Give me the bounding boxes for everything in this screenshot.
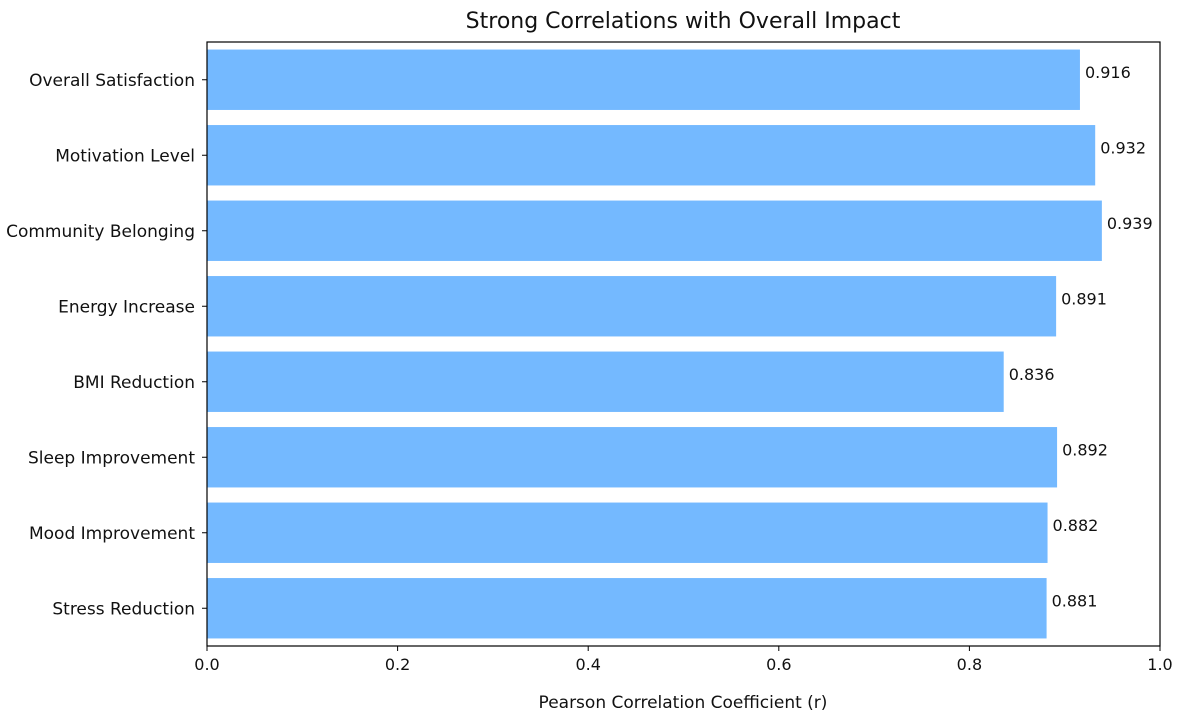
value-label: 0.836 bbox=[1009, 365, 1055, 384]
category-label: Sleep Improvement bbox=[28, 448, 195, 468]
value-label: 0.891 bbox=[1061, 289, 1107, 308]
x-tick-label: 0.6 bbox=[766, 655, 791, 674]
value-labels: 0.916 0.932 0.939 0.891 0.836 0.892 0.882 0.881 bbox=[1009, 63, 1153, 611]
x-tick-label: 1.0 bbox=[1147, 655, 1172, 674]
category-label: Stress Reduction bbox=[52, 599, 195, 619]
bar bbox=[207, 427, 1058, 488]
x-tick-label: 0.2 bbox=[385, 655, 410, 674]
value-label: 0.916 bbox=[1085, 63, 1131, 82]
bar bbox=[207, 502, 1048, 563]
category-label: Community Belonging bbox=[6, 222, 195, 242]
x-tick-label: 0.4 bbox=[575, 655, 600, 674]
plot-area-frame bbox=[206, 41, 1161, 647]
bar bbox=[207, 351, 1004, 412]
x-axis-label: Pearson Correlation Coefficient (r) bbox=[539, 693, 828, 713]
category-label: Energy Increase bbox=[58, 297, 195, 317]
value-label: 0.939 bbox=[1107, 214, 1153, 233]
value-label: 0.881 bbox=[1052, 591, 1098, 610]
value-label: 0.892 bbox=[1062, 440, 1108, 459]
bars-group bbox=[207, 49, 1102, 639]
category-label: Motivation Level bbox=[55, 146, 195, 166]
bar bbox=[207, 125, 1096, 186]
x-axis-ticks: 0.0 0.2 0.4 0.6 0.8 1.0 bbox=[194, 646, 1173, 674]
bar bbox=[207, 49, 1080, 110]
bar bbox=[207, 276, 1057, 337]
category-label: BMI Reduction bbox=[73, 373, 195, 393]
x-tick-label: 0.0 bbox=[194, 655, 219, 674]
chart-title: Strong Correlations with Overall Impact bbox=[466, 9, 901, 34]
bar bbox=[207, 200, 1102, 261]
category-label: Mood Improvement bbox=[29, 524, 195, 544]
value-label: 0.882 bbox=[1053, 516, 1099, 535]
x-tick-label: 0.8 bbox=[957, 655, 982, 674]
value-label: 0.932 bbox=[1100, 138, 1146, 157]
category-label: Overall Satisfaction bbox=[29, 71, 195, 91]
category-labels: Overall Satisfaction Motivation Level Comm… bbox=[6, 71, 207, 619]
bar bbox=[207, 578, 1047, 639]
